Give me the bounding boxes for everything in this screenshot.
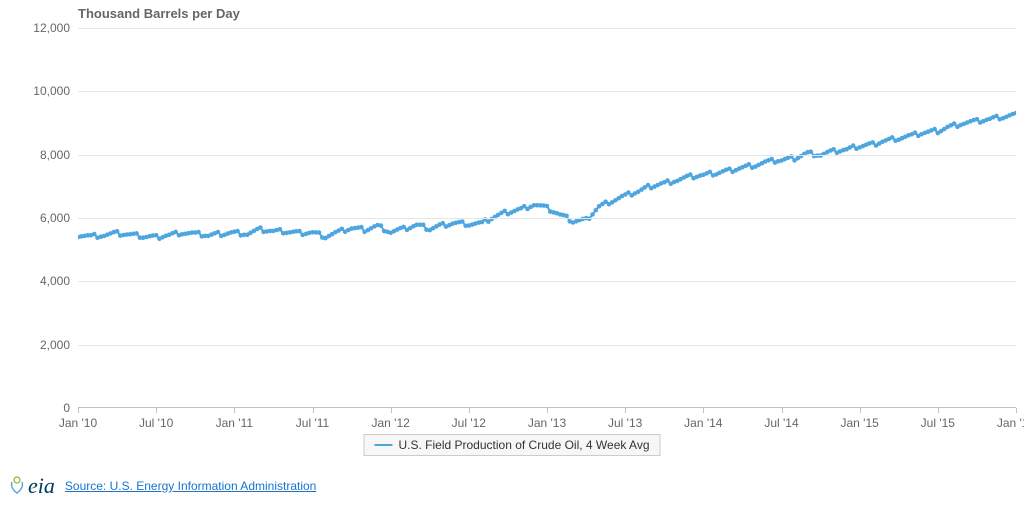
legend: U.S. Field Production of Crude Oil, 4 We… (363, 434, 660, 456)
eia-logo-text: eia (28, 475, 55, 497)
x-tick-label: Jul '12 (452, 416, 486, 430)
x-tick-label: Jul '14 (764, 416, 798, 430)
x-tick-label: Jan '15 (840, 416, 878, 430)
legend-label: U.S. Field Production of Crude Oil, 4 We… (398, 438, 649, 452)
x-tick-label: Jan '10 (59, 416, 97, 430)
plot-area: 02,0004,0006,0008,00010,00012,000Jan '10… (78, 28, 1016, 408)
footer: eia Source: U.S. Energy Information Admi… (8, 474, 316, 498)
x-tick-label: Jan '12 (371, 416, 409, 430)
x-tick-label: Jan '16 (997, 416, 1024, 430)
x-tick-label: Jan '13 (528, 416, 566, 430)
chart-container: Thousand Barrels per Day 02,0004,0006,00… (0, 0, 1024, 475)
x-tick-label: Jan '11 (216, 416, 253, 430)
y-tick-label: 10,000 (33, 84, 70, 98)
y-tick-label: 0 (63, 401, 70, 415)
y-tick-label: 6,000 (40, 211, 70, 225)
y-tick-label: 12,000 (33, 21, 70, 35)
x-tick-label: Jan '14 (684, 416, 722, 430)
legend-swatch (374, 444, 392, 446)
source-link[interactable]: Source: U.S. Energy Information Administ… (65, 479, 316, 493)
y-axis-title: Thousand Barrels per Day (78, 6, 240, 21)
y-tick-label: 4,000 (40, 274, 70, 288)
y-tick-label: 8,000 (40, 148, 70, 162)
x-tick-label: Jul '15 (921, 416, 955, 430)
x-tick-label: Jul '13 (608, 416, 642, 430)
eia-logo-icon (8, 474, 26, 498)
y-tick-label: 2,000 (40, 338, 70, 352)
eia-logo: eia (8, 474, 55, 498)
x-tick-label: Jul '10 (139, 416, 173, 430)
x-tick-label: Jul '11 (296, 416, 329, 430)
